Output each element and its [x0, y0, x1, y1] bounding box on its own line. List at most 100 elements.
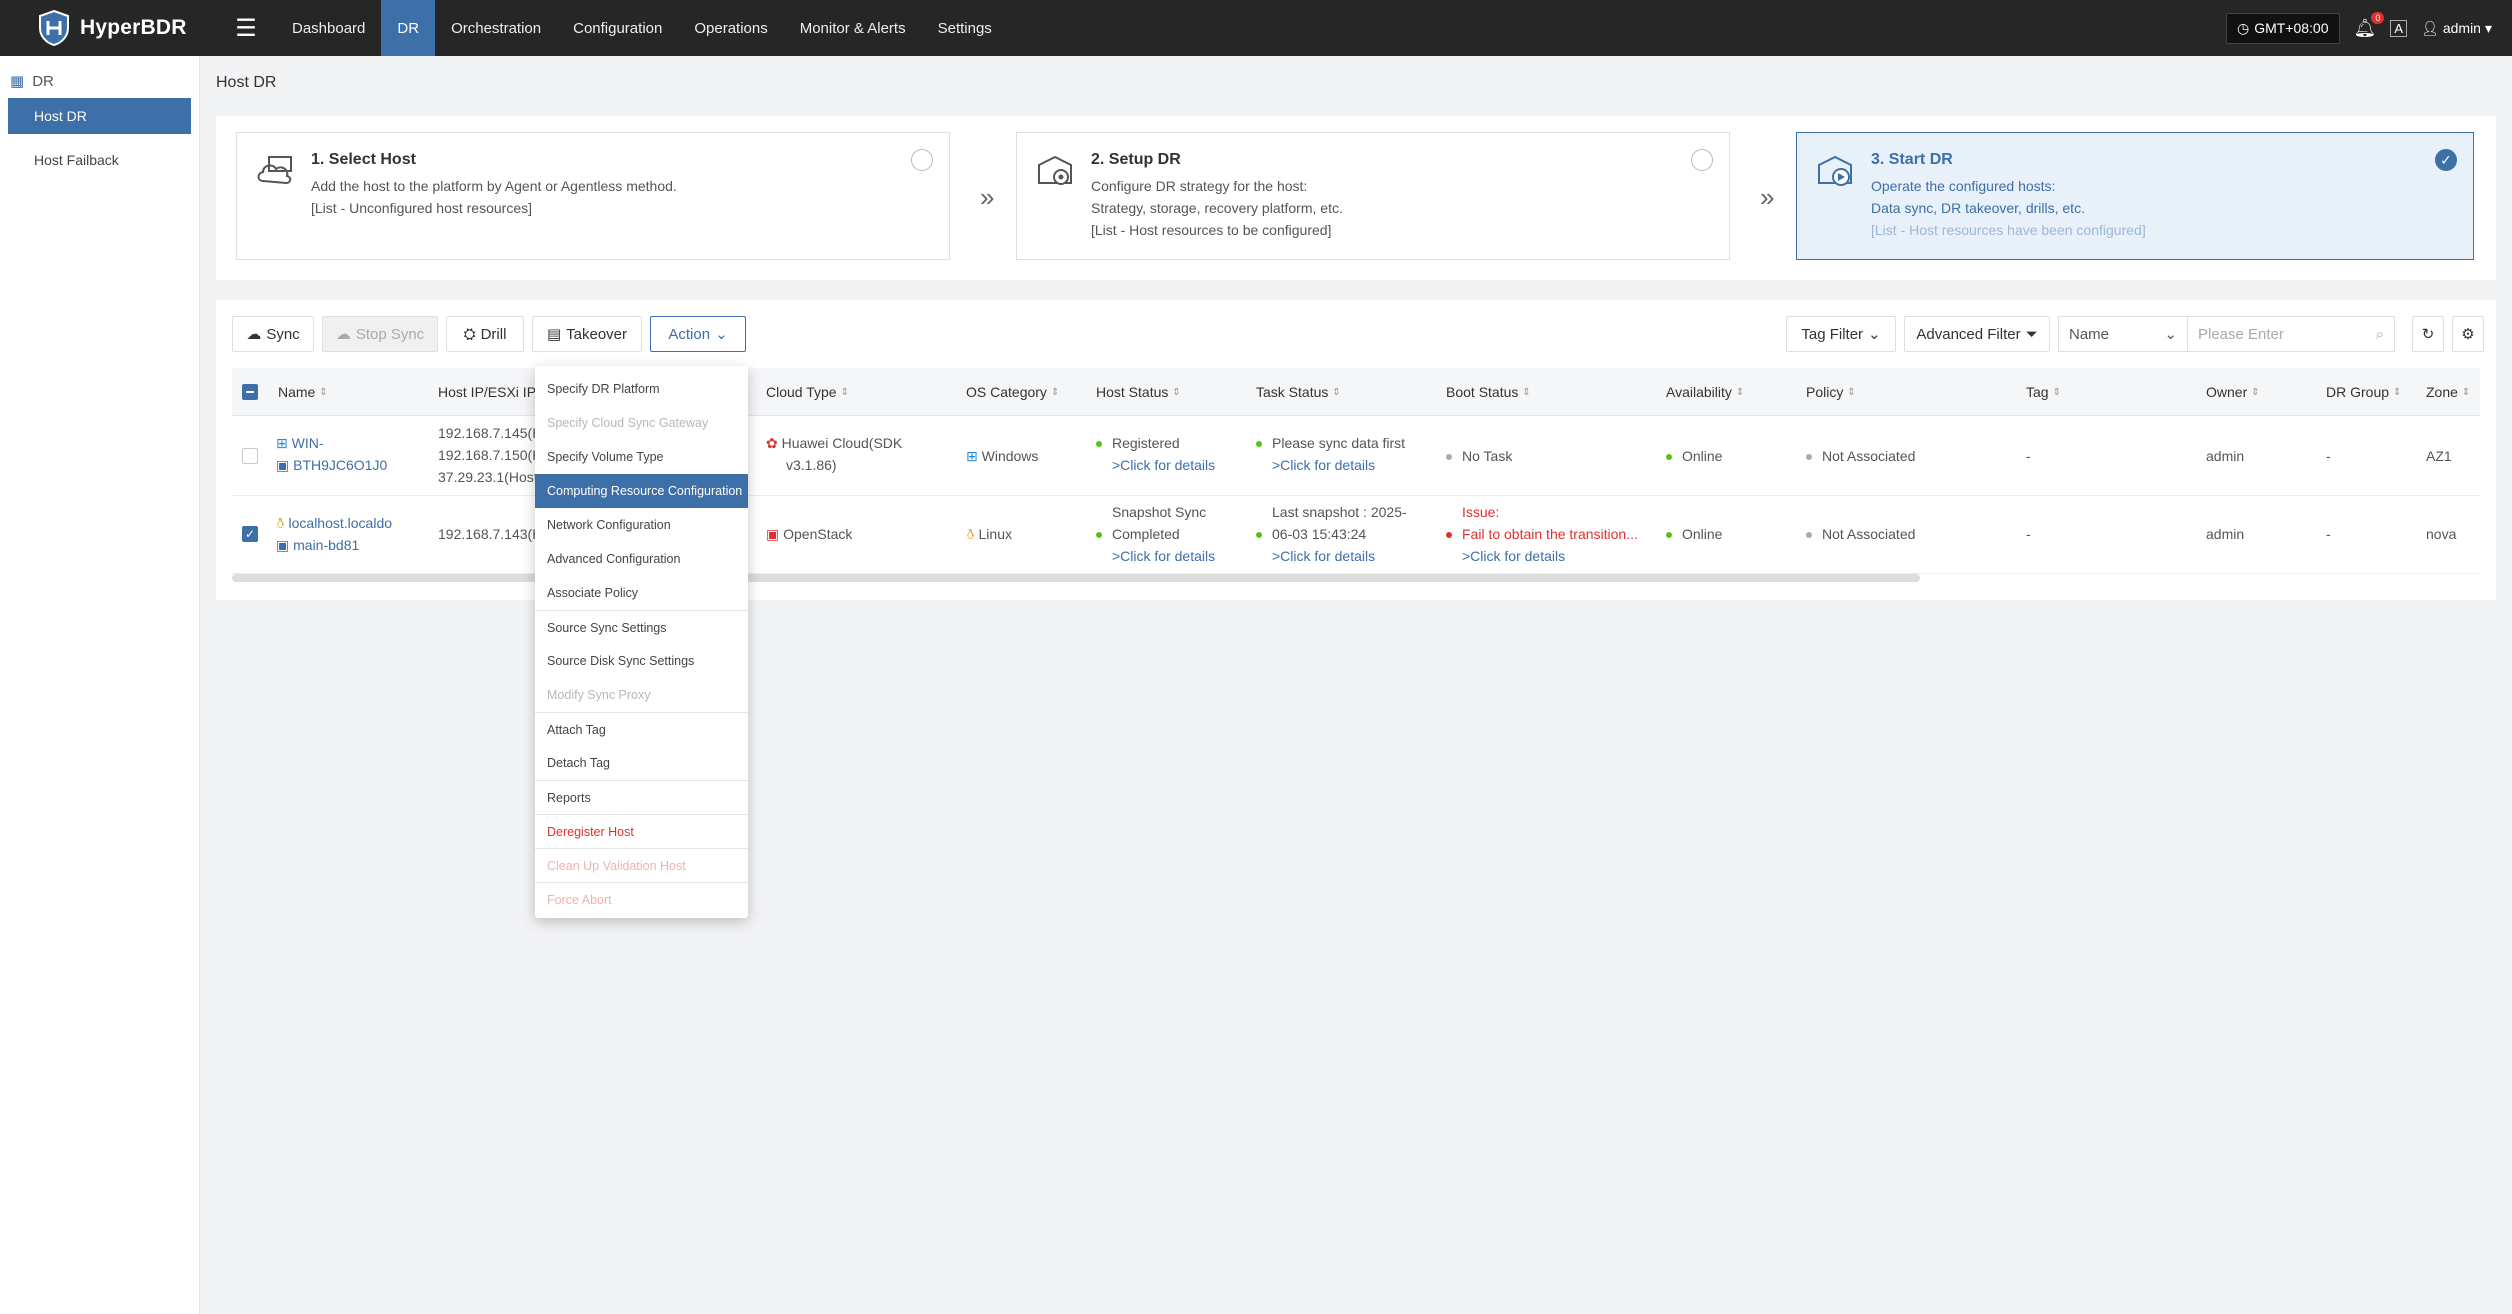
step-desc: [List - Unconfigured host resources]	[311, 200, 532, 216]
stop-sync-button[interactable]: ☁ Stop Sync	[322, 316, 438, 352]
search-field-select[interactable]: Name ⌄	[2058, 316, 2188, 352]
column-header-owner[interactable]: Owner ⇕	[2206, 384, 2260, 400]
column-header-host-ip[interactable]: Host IP/ESXi IP	[438, 384, 537, 400]
menu-item-clean-up-validation-host[interactable]: Clean Up Validation Host	[535, 848, 748, 882]
menu-item-specify-dr-platform[interactable]: Specify DR Platform	[547, 382, 660, 396]
table-row[interactable]: ✓ 🐧︎ localhost.localdo ▣ main-bd81 192.1…	[232, 496, 2480, 574]
nav-dr[interactable]: DR	[381, 0, 436, 56]
server-icon: ▣	[276, 537, 290, 553]
column-header-os-category[interactable]: OS Category ⇕	[966, 384, 1060, 400]
sidebar-section: ▦ DR	[10, 72, 199, 91]
column-header-host-status[interactable]: Host Status ⇕	[1096, 384, 1181, 400]
column-header-dr-group[interactable]: DR Group ⇕	[2326, 384, 2402, 400]
host-ip: 192.168.7.145(H 192.168.7.150(H 37.29.23.1…	[438, 425, 543, 485]
menu-item-source-sync-settings[interactable]: Source Sync Settings	[535, 610, 748, 644]
nav-settings[interactable]: Settings	[937, 19, 992, 37]
nav-configuration[interactable]: Configuration	[573, 19, 663, 37]
language-icon[interactable]: A	[2390, 19, 2408, 37]
menu-item-deregister-host[interactable]: Deregister Host	[535, 814, 748, 848]
refresh-button[interactable]: ↻	[2412, 316, 2444, 352]
step-select-host[interactable]: 1. Select Host Add the host to the platf…	[236, 132, 950, 260]
menu-item-attach-tag[interactable]: Attach Tag	[535, 712, 748, 746]
sidebar-item-host-failback[interactable]: Host Failback	[34, 152, 119, 168]
step-desc: Operate the configured hosts:	[1871, 178, 2056, 194]
settings-button[interactable]: ⚙	[2452, 316, 2484, 352]
building-icon: ▦	[10, 73, 25, 90]
clock-icon: ◷	[2236, 19, 2250, 36]
app-logo[interactable]: HyperBDR	[36, 9, 206, 47]
timezone-display[interactable]: ◷ GMT+08:00	[2225, 12, 2340, 44]
search-input[interactable]: Please Enter ⌕	[2187, 316, 2395, 352]
gear-icon: ⚙	[2461, 326, 2475, 343]
column-header-task-status[interactable]: Task Status ⇕	[1256, 384, 1341, 400]
tag-filter-button[interactable]: Tag Filter ⌄	[1786, 316, 1896, 352]
owner: admin	[2206, 448, 2245, 464]
step-check-icon[interactable]: ✓	[2435, 149, 2457, 171]
notification-badge: 0	[2371, 11, 2385, 24]
select-all-checkbox[interactable]	[242, 384, 258, 400]
step-setup-dr[interactable]: 2. Setup DR Configure DR strategy for th…	[1016, 132, 1730, 260]
table-row[interactable]: ⊞ WIN- ▣ BTH9JC6O1J0 192.168.7.145(H 192.…	[232, 416, 2480, 496]
column-header-name[interactable]: Name ⇕	[278, 384, 328, 400]
windows-icon: ⊞	[966, 448, 978, 464]
host-name[interactable]: 🐧︎ localhost.localdo ▣ main-bd81	[276, 515, 393, 553]
task-status-details-link[interactable]: >Click for details	[1272, 548, 1376, 564]
openstack-icon: ▣	[766, 526, 780, 542]
column-header-policy[interactable]: Policy ⇕	[1806, 384, 1856, 400]
policy: Not Associated	[1806, 445, 1915, 467]
dr-group: -	[2326, 448, 2331, 464]
tag: -	[2026, 526, 2031, 542]
takeover-button[interactable]: ▤ Takeover	[532, 316, 642, 352]
sync-button[interactable]: ☁ Sync	[232, 316, 314, 352]
menu-item-computing-resource-configuration[interactable]: Computing Resource Configuration	[535, 474, 748, 508]
menu-item-specify-cloud-sync-gateway[interactable]: Specify Cloud Sync Gateway	[547, 416, 709, 430]
cloud-type: ✿ Huawei Cloud(SDK v3.1.86)	[766, 435, 903, 473]
notification-bell-icon[interactable]: 🔔︎ 0	[2354, 11, 2385, 39]
horizontal-scrollbar[interactable]	[232, 574, 1920, 582]
double-chevron-right-icon: »	[980, 182, 995, 212]
row-checkbox[interactable]: ✓	[242, 526, 258, 542]
step-desc: Strategy, storage, recovery platform, et…	[1091, 200, 1343, 216]
row-checkbox[interactable]	[242, 448, 258, 464]
action-dropdown-button[interactable]: Action ⌄	[650, 316, 746, 352]
menu-item-associate-policy[interactable]: Associate Policy	[547, 586, 639, 600]
nav-operations[interactable]: Operations	[694, 19, 768, 37]
column-header-boot-status[interactable]: Boot Status ⇕	[1446, 384, 1531, 400]
step-title: 2. Setup DR	[1091, 151, 1181, 168]
menu-item-advanced-configuration[interactable]: Advanced Configuration	[547, 552, 681, 566]
menu-item-modify-sync-proxy[interactable]: Modify Sync Proxy	[547, 688, 651, 702]
menu-item-source-disk-sync-settings[interactable]: Source Disk Sync Settings	[547, 654, 695, 668]
task-status: Please sync data first >Click for detail…	[1256, 432, 1405, 476]
filter-icon: ⏷	[2025, 325, 2038, 343]
column-header-zone[interactable]: Zone ⇕	[2426, 384, 2471, 400]
menu-toggle-icon[interactable]: ☰	[235, 14, 257, 42]
host-status-details-link[interactable]: >Click for details	[1112, 548, 1216, 564]
task-status-details-link[interactable]: >Click for details	[1272, 457, 1376, 473]
step-title: 3. Start DR	[1871, 151, 1953, 168]
drill-button[interactable]: ⛭ Drill	[446, 316, 524, 352]
menu-item-specify-volume-type[interactable]: Specify Volume Type	[547, 450, 664, 464]
nav-orchestration[interactable]: Orchestration	[451, 19, 542, 37]
host-status-details-link[interactable]: >Click for details	[1112, 457, 1216, 473]
advanced-filter-button[interactable]: Advanced Filter ⏷	[1904, 316, 2050, 352]
column-header-availability[interactable]: Availability ⇕	[1666, 384, 1745, 400]
boot-status-details-link[interactable]: >Click for details	[1462, 548, 1566, 564]
nav-dashboard[interactable]: Dashboard	[292, 19, 366, 37]
sidebar-item-host-dr[interactable]: Host DR	[8, 98, 191, 134]
menu-item-reports[interactable]: Reports	[535, 780, 748, 814]
step-radio[interactable]	[911, 149, 933, 171]
step-start-dr[interactable]: 3. Start DR Operate the configured hosts…	[1796, 132, 2474, 260]
column-header-cloud-type[interactable]: Cloud Type ⇕	[766, 384, 849, 400]
boot-status: Issue: Fail to obtain the transition... …	[1446, 501, 1638, 567]
user-menu[interactable]: 👤︎ admin ▾	[2421, 20, 2492, 37]
menu-item-force-abort[interactable]: Force Abort	[535, 882, 748, 916]
nav-monitor-alerts[interactable]: Monitor & Alerts	[799, 19, 906, 37]
user-name: admin	[2442, 20, 2481, 36]
menu-item-detach-tag[interactable]: Detach Tag	[547, 756, 611, 770]
host-name[interactable]: ⊞ WIN- ▣ BTH9JC6O1J0	[276, 435, 388, 473]
column-header-tag[interactable]: Tag ⇕	[2026, 384, 2061, 400]
action-dropdown-menu: Specify DR Platform Specify Cloud Sync G…	[535, 366, 748, 918]
menu-item-network-configuration[interactable]: Network Configuration	[547, 518, 671, 532]
timezone-label: GMT+08:00	[2254, 20, 2329, 36]
step-radio[interactable]	[1691, 149, 1713, 171]
